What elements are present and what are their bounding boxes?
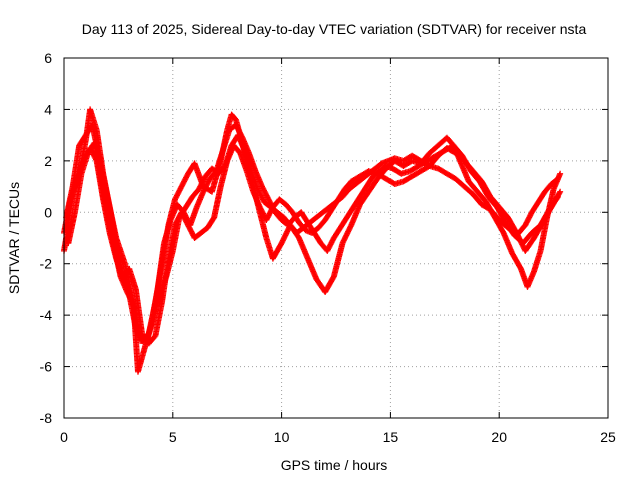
x-axis-label: GPS time / hours	[281, 457, 388, 473]
chart-title: Day 113 of 2025, Sidereal Day-to-day VTE…	[82, 21, 587, 37]
y-tick-label: -4	[40, 307, 53, 323]
y-tick-label: 4	[44, 101, 52, 117]
data-point	[554, 193, 561, 200]
plot-frame	[63, 57, 609, 419]
y-axis-label: SDTVAR / TECUs	[6, 182, 22, 294]
data-point	[554, 195, 561, 202]
series-track-d	[65, 121, 561, 375]
x-tick-label: 25	[600, 429, 616, 445]
y-tick-label: 6	[44, 50, 52, 66]
data-points	[61, 106, 564, 375]
x-tick-label: 10	[274, 429, 290, 445]
x-tick-label: 15	[383, 429, 399, 445]
y-tick-label: -6	[40, 359, 53, 375]
y-tick-label: 0	[44, 204, 52, 220]
y-tick-label: -2	[40, 256, 53, 272]
data-point	[553, 176, 560, 183]
x-tick-label: 0	[60, 429, 68, 445]
data-point	[557, 170, 564, 177]
x-tick-label: 20	[491, 429, 507, 445]
y-tick-label: 2	[44, 153, 52, 169]
data-point	[557, 188, 564, 195]
data-point	[556, 189, 563, 196]
x-tick-label: 5	[169, 429, 177, 445]
y-tick-label: -8	[40, 410, 53, 426]
data-point	[129, 300, 136, 307]
data-point	[554, 175, 561, 182]
